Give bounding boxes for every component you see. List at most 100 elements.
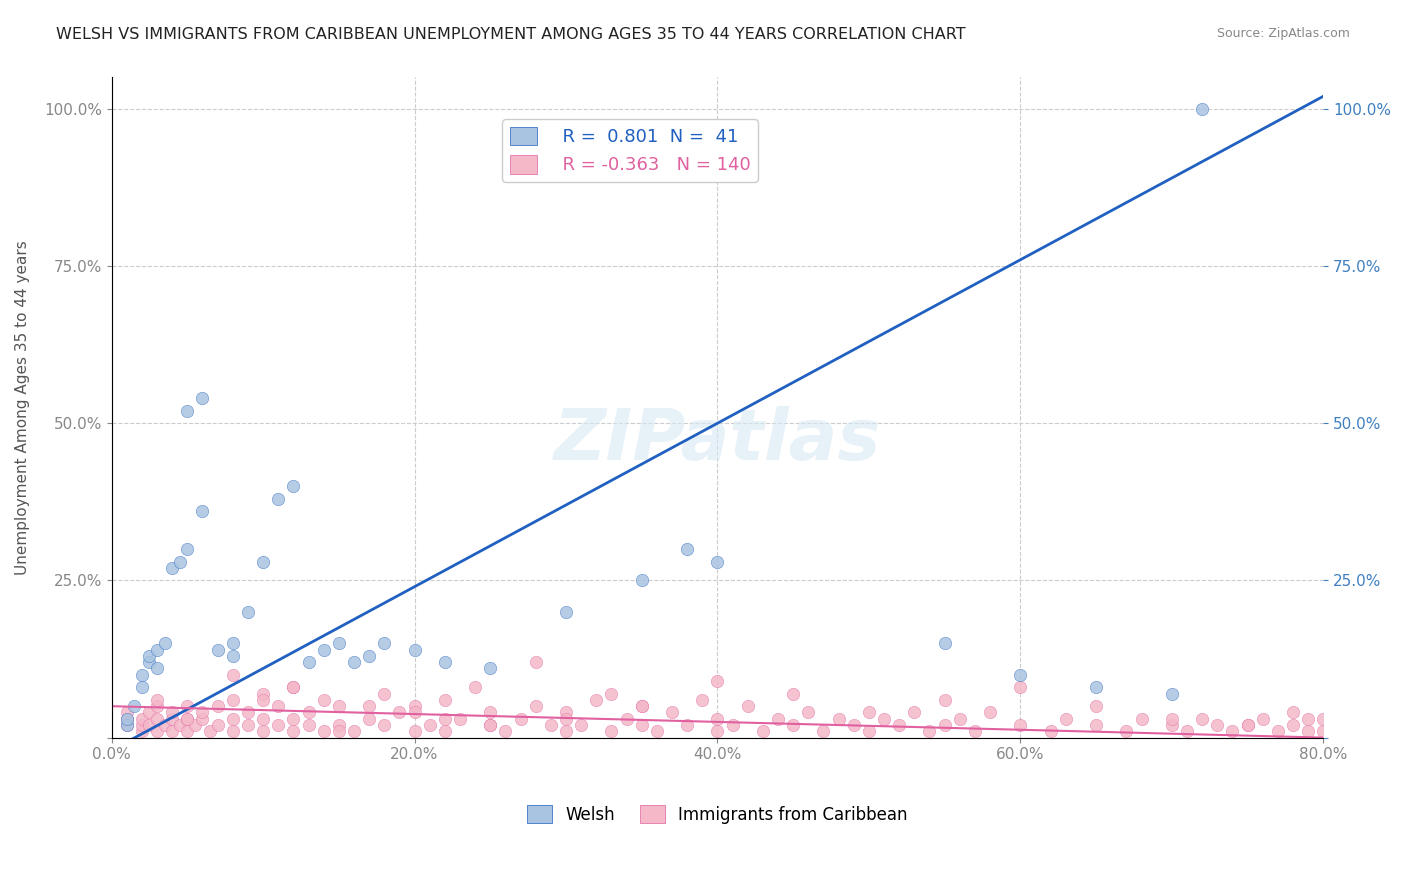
Point (524, 655, 547, 669)
Point (404, 642, 426, 657)
Point (858, 706, 880, 720)
Point (297, 655, 319, 669)
Point (207, 699, 229, 714)
Point (222, 636, 245, 650)
Point (1085, 681, 1108, 695)
Point (630, 718, 652, 732)
Point (782, 718, 804, 732)
Point (616, 712, 638, 726)
Point (645, 724, 668, 739)
Point (328, 718, 350, 732)
Point (131, 724, 153, 739)
Point (479, 718, 502, 732)
Point (479, 661, 502, 675)
Point (889, 718, 911, 732)
Point (283, 712, 305, 726)
Point (131, 667, 153, 681)
Point (1085, 699, 1108, 714)
Point (464, 681, 486, 695)
Point (283, 681, 305, 695)
Legend: Welsh, Immigrants from Caribbean: Welsh, Immigrants from Caribbean (520, 798, 914, 830)
Point (1236, 718, 1258, 732)
Point (312, 724, 335, 739)
Point (842, 718, 865, 732)
Point (433, 724, 456, 739)
Point (1282, 718, 1305, 732)
Point (131, 681, 153, 695)
Point (198, 724, 221, 739)
Point (138, 718, 160, 732)
Point (283, 681, 305, 695)
Point (160, 712, 183, 726)
Point (737, 699, 759, 714)
Point (124, 699, 146, 714)
Point (169, 718, 191, 732)
Point (207, 642, 229, 657)
Point (449, 712, 471, 726)
Point (752, 724, 775, 739)
Point (661, 706, 683, 720)
Point (934, 636, 956, 650)
Point (252, 712, 274, 726)
Text: Source: ZipAtlas.com: Source: ZipAtlas.com (1216, 27, 1350, 40)
Point (153, 718, 176, 732)
Point (827, 712, 849, 726)
Point (676, 718, 699, 732)
Point (176, 712, 198, 726)
Point (1039, 724, 1062, 739)
Point (1160, 712, 1182, 726)
Point (555, 724, 578, 739)
Point (176, 403, 198, 417)
Point (813, 724, 835, 739)
Point (222, 712, 245, 726)
Point (115, 706, 138, 720)
Point (782, 687, 804, 701)
Point (222, 667, 245, 681)
Point (706, 673, 728, 688)
Point (222, 724, 245, 739)
Point (479, 706, 502, 720)
Point (267, 718, 290, 732)
Point (1296, 712, 1319, 726)
Point (1206, 718, 1229, 732)
Point (1296, 724, 1319, 739)
Point (934, 693, 956, 707)
Point (252, 687, 274, 701)
Point (343, 724, 366, 739)
Point (328, 724, 350, 739)
Point (1191, 102, 1213, 116)
Point (138, 655, 160, 669)
Point (858, 724, 880, 739)
Point (1236, 718, 1258, 732)
Point (766, 712, 789, 726)
Point (373, 687, 395, 701)
Point (283, 479, 305, 493)
Point (176, 541, 198, 556)
Point (222, 648, 245, 663)
Point (1282, 706, 1305, 720)
Point (630, 574, 652, 588)
Point (169, 555, 191, 569)
Point (1251, 712, 1274, 726)
Point (115, 718, 138, 732)
Point (153, 636, 176, 650)
Point (1222, 724, 1244, 739)
Point (1267, 724, 1289, 739)
Point (600, 724, 623, 739)
Point (433, 655, 456, 669)
Point (706, 712, 728, 726)
Point (404, 706, 426, 720)
Point (176, 712, 198, 726)
Point (676, 541, 699, 556)
Point (1054, 712, 1077, 726)
Point (236, 718, 259, 732)
Point (1130, 712, 1153, 726)
Point (267, 491, 290, 506)
Point (419, 718, 441, 732)
Point (569, 718, 592, 732)
Point (1160, 687, 1182, 701)
Point (797, 706, 820, 720)
Point (191, 504, 214, 518)
Point (692, 693, 714, 707)
Point (236, 706, 259, 720)
